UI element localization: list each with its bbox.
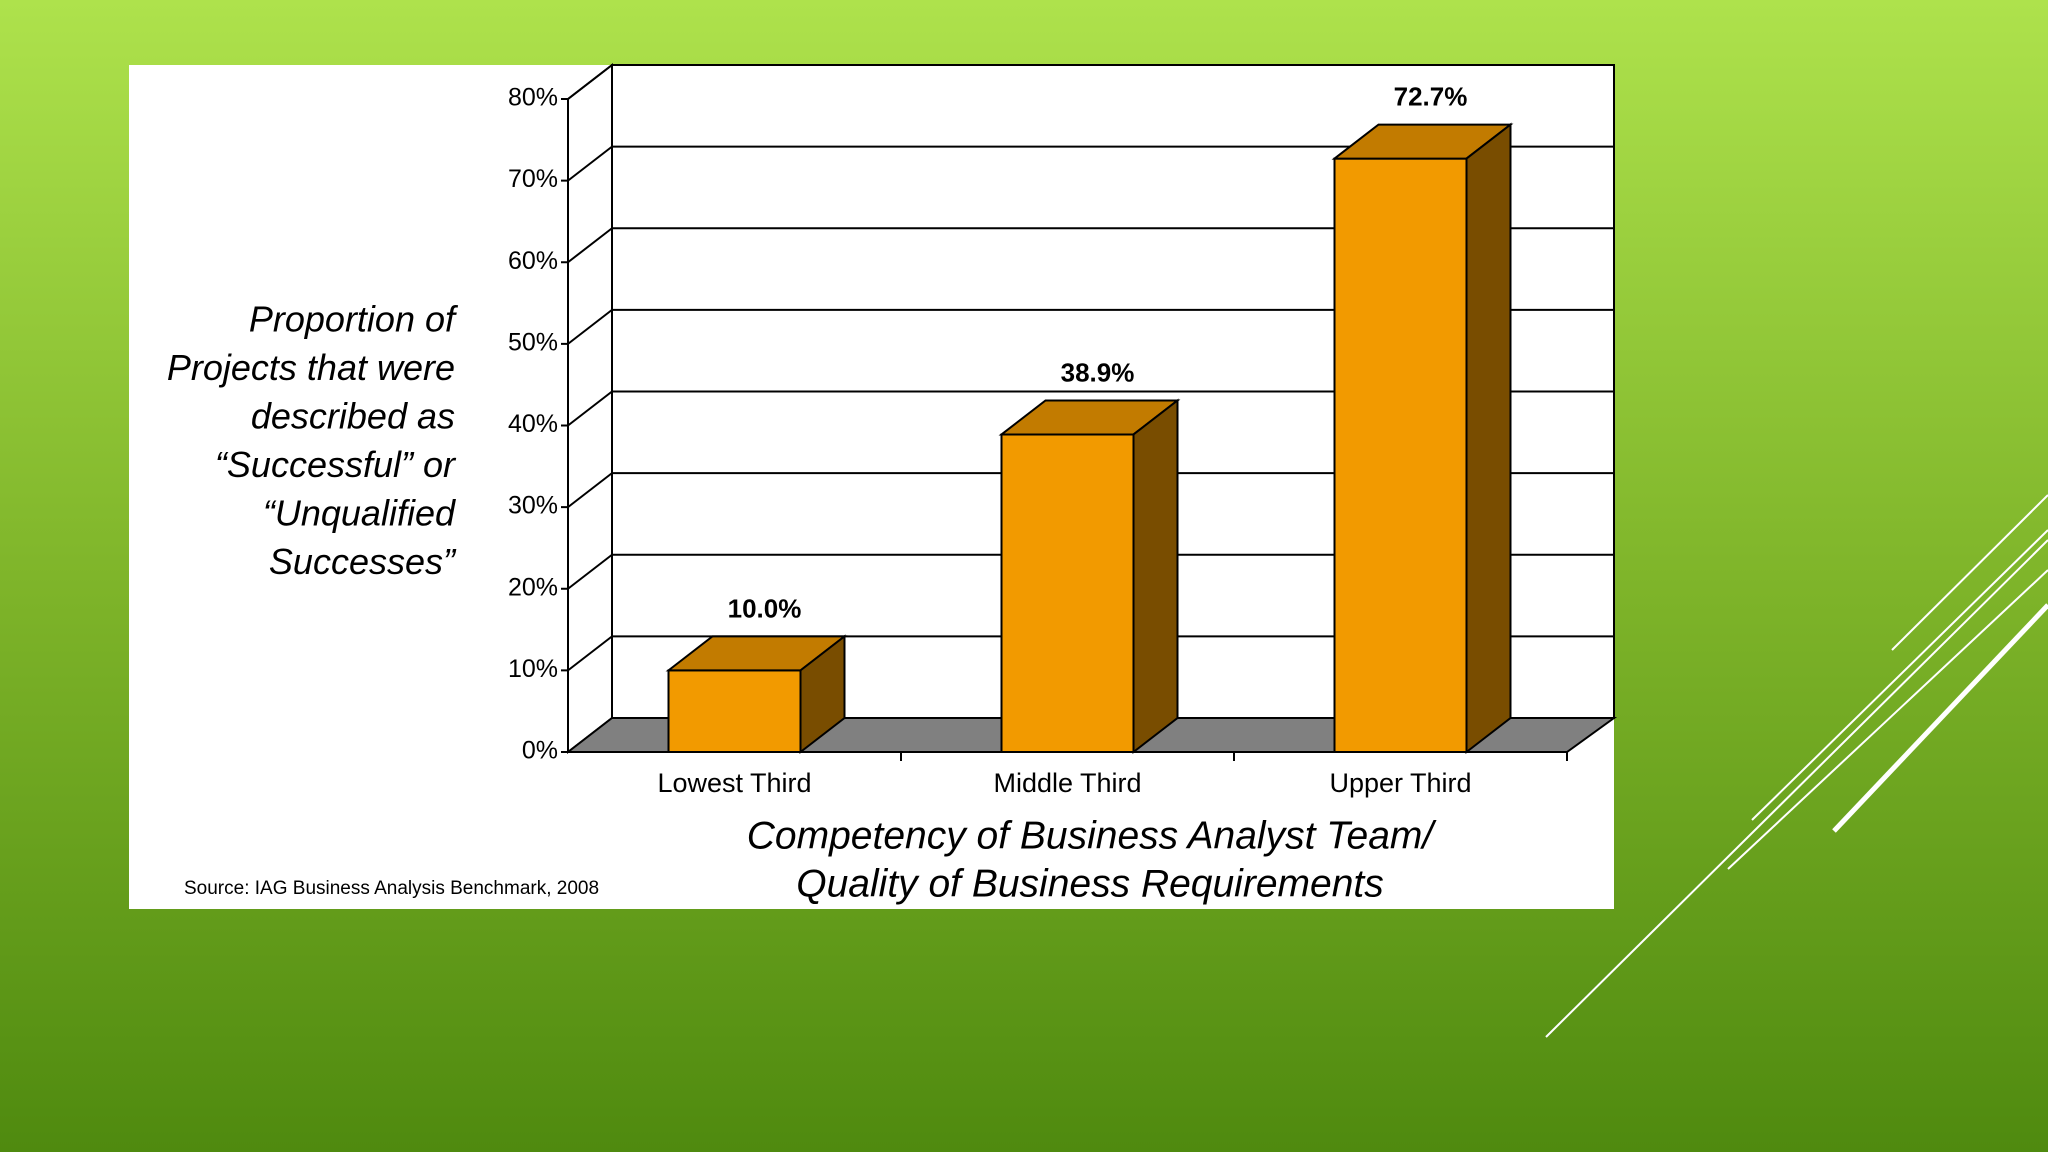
y-axis-label-line: Projects that were (167, 347, 455, 388)
y-axis-label-line: Successes” (269, 541, 457, 582)
value-label: 38.9% (1061, 357, 1135, 387)
grid-line (567, 145, 613, 182)
y-tick-label: 0% (522, 737, 558, 765)
bar (667, 669, 802, 753)
grid-line (567, 553, 613, 590)
bar-side (1465, 122, 1512, 755)
y-axis-label-line: “Successful” or (215, 444, 457, 485)
y-axis-label-line: Proportion of (249, 299, 459, 340)
grid-line (567, 390, 613, 427)
grid-line (567, 635, 613, 672)
bar-side (1132, 398, 1179, 755)
y-tick-label: 10% (508, 655, 558, 683)
value-label: 72.7% (1394, 81, 1468, 111)
y-tick-label: 50% (508, 328, 558, 356)
grid-line (567, 309, 613, 345)
x-axis-label: Competency of Business Analyst Team/Qual… (747, 814, 1438, 905)
y-tick-label: 80% (508, 84, 558, 112)
source: Source: IAG Business Analysis Benchmark,… (184, 878, 599, 899)
y-axis-label-line: described as (251, 396, 455, 437)
y-tick-label: 30% (508, 492, 558, 520)
y-tick-label: 60% (508, 247, 558, 275)
x-tick-label: Lowest Third (657, 768, 811, 798)
grid-line (567, 64, 613, 100)
bar (1000, 433, 1135, 753)
y-axis-label: Proportion of Projects that were described… (167, 299, 459, 583)
y-tick-label: 70% (508, 165, 558, 193)
y-tick-label: 20% (508, 573, 558, 601)
y-tick-label: 40% (508, 410, 558, 438)
bar-side (799, 634, 846, 755)
grid-line (567, 472, 613, 508)
bar (1333, 157, 1468, 753)
grid-line (567, 227, 613, 264)
value-label: 10.0% (728, 593, 802, 623)
decoration (1545, 494, 2048, 1038)
x-axis-label-line: Competency of Business Analyst Team/ (747, 814, 1438, 857)
x-tick-label: Middle Third (993, 768, 1141, 798)
x-axis-label-line: Quality of Business Requirements (796, 862, 1383, 905)
x-tick-label: Upper Third (1329, 768, 1471, 798)
y-axis-label-line: “Unqualified (263, 493, 456, 534)
